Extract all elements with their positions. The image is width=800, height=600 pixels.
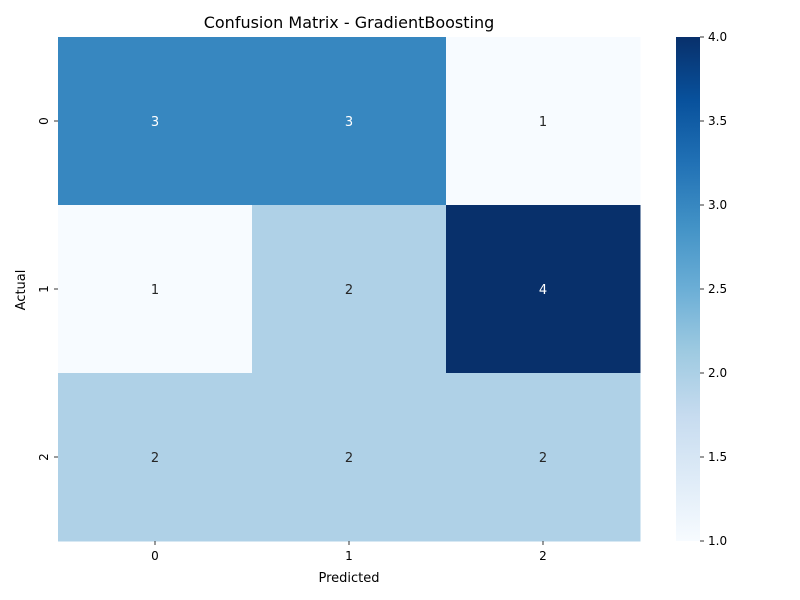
heatmap-cell-r0-c0 <box>58 37 253 206</box>
colorbar-tick-label: 1.0 <box>708 534 727 548</box>
heatmap-cell-r0-c2 <box>446 37 641 206</box>
colorbar-tick-label: 2.0 <box>708 366 727 380</box>
cell-value-label: 2 <box>345 283 353 298</box>
cell-value-label: 1 <box>151 283 159 298</box>
colorbar-tick-label: 2.5 <box>708 282 727 296</box>
cell-value-label: 2 <box>151 451 159 466</box>
x-tick-label: 0 <box>151 549 159 563</box>
x-axis-label: Predicted <box>318 571 379 586</box>
heatmap-cell-r2-c2 <box>446 373 641 542</box>
heatmap-cell-r2-c0 <box>58 373 253 542</box>
cell-value-label: 4 <box>539 283 547 298</box>
y-axis-label: Actual <box>14 270 29 311</box>
heatmap-cell-r1-c1 <box>252 205 447 374</box>
x-axis-ticks: 0 1 2 <box>151 541 547 563</box>
colorbar-tick-label: 4.0 <box>708 30 727 44</box>
heatmap-cell-r0-c1 <box>252 37 447 206</box>
chart-title: Confusion Matrix - GradientBoosting <box>204 13 495 32</box>
colorbar <box>676 37 700 541</box>
cell-value-label: 3 <box>151 115 159 130</box>
x-tick-label: 2 <box>539 549 547 563</box>
cell-value-label: 3 <box>345 115 353 130</box>
heatmap-cell-r2-c1 <box>252 373 447 542</box>
cell-value-label: 2 <box>539 451 547 466</box>
x-tick-label: 1 <box>345 549 353 563</box>
cell-value-label: 2 <box>345 451 353 466</box>
heatmap-cell-r1-c2 <box>446 205 641 374</box>
y-tick-label: 2 <box>37 453 51 461</box>
y-axis-ticks: 0 1 2 <box>37 117 58 461</box>
colorbar-tick-label: 3.5 <box>708 114 727 128</box>
cell-value-label: 1 <box>539 115 547 130</box>
y-tick-label: 0 <box>37 117 51 125</box>
heatmap-cell-r1-c0 <box>58 205 253 374</box>
colorbar-tick-label: 1.5 <box>708 450 727 464</box>
y-tick-label: 1 <box>37 285 51 293</box>
colorbar-tick-label: 3.0 <box>708 198 727 212</box>
heatmap-cells: 3 3 1 1 2 4 2 2 2 <box>58 37 641 542</box>
colorbar-ticks: 1.0 1.5 2.0 2.5 3.0 3.5 4.0 <box>700 30 727 548</box>
